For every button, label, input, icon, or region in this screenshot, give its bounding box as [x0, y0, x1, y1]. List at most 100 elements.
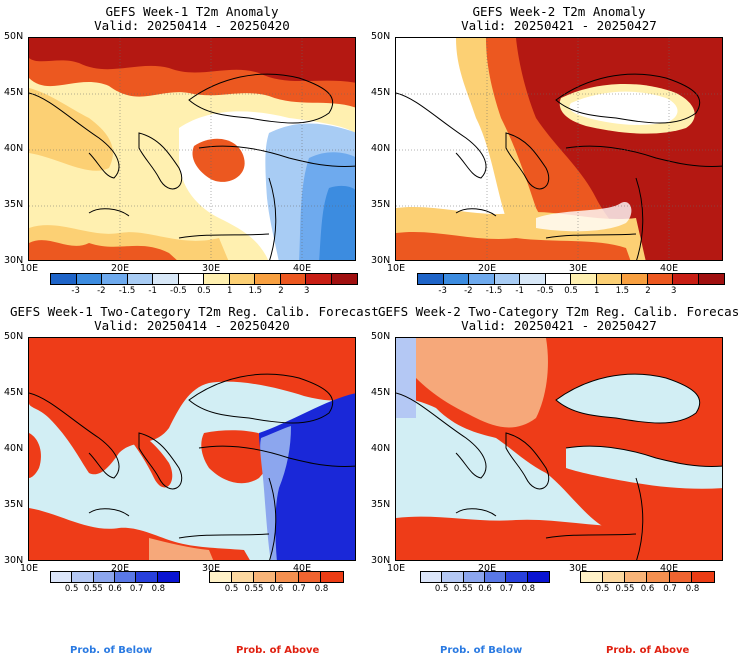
colorbar-segment [494, 274, 520, 284]
lon-label: 30E [569, 563, 588, 574]
colorbar-segment [298, 572, 321, 582]
lat-label: 45N [4, 387, 24, 398]
colorbar-tick-label: 1 [226, 286, 233, 296]
colorbar-segment [210, 572, 233, 582]
lat-label: 50N [4, 31, 24, 42]
colorbar-tick-label: 0.7 [663, 584, 677, 594]
colorbar-segment [418, 274, 444, 284]
colorbar-tick-label: 0.6 [478, 584, 492, 594]
colorbar-tick-label: 2 [278, 286, 284, 296]
lat-label: 50N [4, 331, 24, 342]
colorbar-segment [72, 572, 94, 582]
colorbar-segment [647, 274, 673, 284]
panel2-valid: Valid: 20250421 - 20250427 [461, 18, 657, 33]
lon-label: 20E [111, 263, 130, 274]
colorbar-segment [469, 274, 495, 284]
colorbar-segment [506, 572, 528, 582]
colorbar-segment [76, 274, 102, 284]
above-colorbar-week2 [580, 571, 715, 583]
colorbar-segment [442, 572, 464, 582]
colorbar-segment [647, 572, 670, 582]
lat-label: 45N [4, 87, 24, 98]
map-week2-anomaly [395, 37, 723, 261]
colorbar-tick-label: 0.55 [453, 584, 473, 594]
colorbar-segment [204, 274, 230, 284]
colorbar-segment [51, 274, 77, 284]
map-week1-anomaly [28, 37, 356, 261]
colorbar-tick-label: 0.5 [434, 584, 449, 594]
colorbar-tick-label: -3 [438, 286, 447, 296]
colorbar-segment [255, 274, 281, 284]
colorbar-tick-label: 1 [593, 286, 600, 296]
colorbar-tick-label: -2 [464, 286, 473, 296]
lon-label: 10E [387, 263, 406, 274]
below-colorbar-week1 [50, 571, 180, 583]
prob-above-label-week2: Prob. of Above [606, 645, 690, 656]
colorbar-segment [673, 274, 699, 284]
colorbar-tick-label: 0.55 [83, 584, 103, 594]
colorbar-segment [320, 572, 343, 582]
lat-label: 30N [371, 555, 391, 566]
colorbar-segment [669, 572, 692, 582]
colorbar-segment [331, 274, 357, 284]
prob-below-label-week2: Prob. of Below [440, 645, 523, 656]
colorbar-tick-label: 0.8 [314, 584, 329, 594]
panel1-valid: Valid: 20250414 - 20250420 [94, 18, 290, 33]
colorbar-segment [114, 572, 137, 582]
colorbar-segment [698, 274, 724, 284]
colorbar-tick-label: 0.8 [151, 584, 166, 594]
colorbar-tick-label: -1.5 [118, 286, 136, 296]
lat-label: 30N [4, 555, 24, 566]
colorbar-segment [443, 274, 469, 284]
above-colorbar-week1 [209, 571, 344, 583]
colorbar-tick-label: 2 [645, 286, 651, 296]
colorbar-segment [254, 572, 277, 582]
lat-label: 45N [371, 87, 391, 98]
colorbar-tick-label: 0.6 [640, 584, 655, 594]
lon-label: 40E [660, 263, 679, 274]
lon-label: 20E [478, 563, 497, 574]
colorbar-tick-label: 0.7 [499, 584, 514, 594]
colorbar-segment [581, 572, 604, 582]
colorbar-tick-label: 0.7 [129, 584, 144, 594]
colorbar-tick-label: -2 [97, 286, 106, 296]
colorbar-segment [102, 274, 128, 284]
lat-label: 35N [371, 199, 391, 210]
lon-label: 10E [20, 263, 39, 274]
prob-below-label-week1: Prob. of Below [70, 645, 153, 656]
colorbar-segment [527, 572, 549, 582]
lon-label: 20E [111, 563, 130, 574]
colorbar-tick-label: 0.7 [292, 584, 306, 594]
lat-label: 35N [4, 499, 24, 510]
lat-label: 50N [371, 331, 391, 342]
colorbar-tick-label: 1.5 [615, 286, 630, 296]
colorbar-segment [127, 274, 153, 284]
colorbar-segment [153, 274, 179, 284]
colorbar-tick-label: -0.5 [537, 286, 554, 296]
colorbar-tick-label: -3 [71, 286, 80, 296]
colorbar-segment [178, 274, 204, 284]
colorbar-tick-label: -1 [148, 286, 157, 296]
panel3-valid: Valid: 20250414 - 20250420 [94, 318, 290, 333]
colorbar-tick-label: 3 [303, 286, 310, 296]
colorbar-tick-label: 3 [670, 286, 677, 296]
colorbar-tick-label: 1.5 [248, 286, 263, 296]
lat-label: 40N [4, 443, 24, 454]
colorbar-segment [306, 274, 332, 284]
colorbar-tick-label: 0.55 [615, 584, 635, 594]
colorbar-tick-label: 0.8 [685, 584, 700, 594]
lat-label: 35N [4, 199, 24, 210]
colorbar-tick-label: 0.6 [108, 584, 122, 594]
colorbar-tick-label: -1 [515, 286, 524, 296]
panel2-title: GEFS Week-2 T2m Anomaly [472, 4, 646, 19]
lat-label: 40N [4, 143, 24, 154]
colorbar-tick-label: 0.5 [564, 286, 578, 296]
colorbar-segment [421, 572, 443, 582]
colorbar-segment [280, 274, 306, 284]
colorbar-segment [691, 572, 714, 582]
colorbar-segment [136, 572, 158, 582]
colorbar-segment [603, 572, 626, 582]
lon-label: 20E [478, 263, 497, 274]
lat-label: 50N [371, 31, 391, 42]
panel4-title: GEFS Week-2 Two-Category T2m Reg. Calib.… [378, 304, 740, 319]
